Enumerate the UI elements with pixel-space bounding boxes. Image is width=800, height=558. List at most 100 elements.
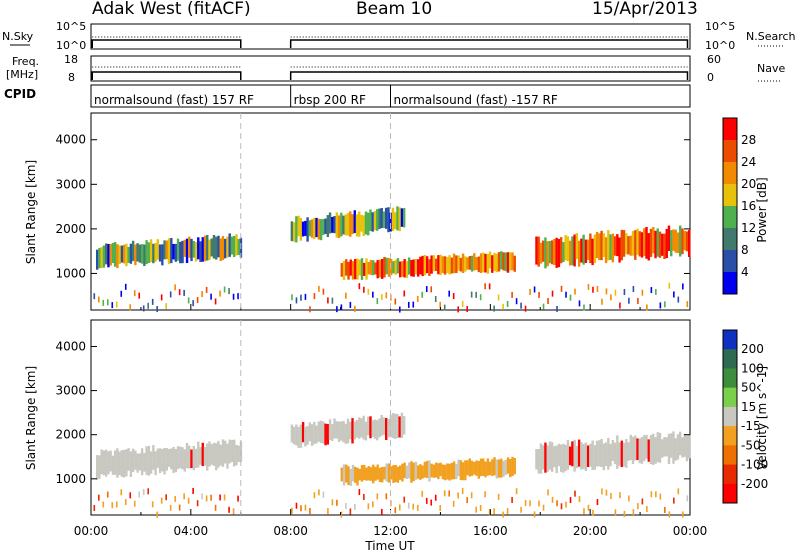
echo-column	[464, 256, 467, 272]
echo-column	[226, 236, 229, 258]
scatter-mark	[605, 489, 608, 496]
echo-column	[297, 426, 300, 448]
scatter-mark	[551, 290, 554, 297]
velocity-ylabel: Slant Range [km]	[24, 366, 38, 470]
scatter-mark	[646, 304, 648, 311]
scatter-mark	[210, 293, 212, 300]
scatter-mark	[457, 306, 459, 313]
echo-column	[363, 464, 366, 481]
echo-column	[398, 207, 401, 232]
scatter-mark	[529, 500, 531, 507]
echo-column	[683, 230, 686, 251]
echo-column	[432, 255, 436, 272]
echo-column	[611, 233, 615, 263]
echo-column	[383, 466, 386, 480]
echo-column	[319, 420, 323, 444]
echo-column	[634, 230, 637, 260]
echo-column	[535, 236, 538, 265]
echo-column	[190, 238, 193, 262]
echo-column	[398, 465, 402, 480]
cpid-segment-label: rbsp 200 RF	[294, 93, 366, 107]
echo-column	[337, 421, 341, 442]
scatter-mark	[309, 508, 311, 515]
y-tick-label: 2000	[55, 222, 86, 236]
power-heatmap	[93, 206, 691, 313]
echo-column	[564, 444, 567, 472]
nsky-line	[289, 39, 689, 48]
echo-column	[414, 461, 418, 480]
colorbar-tick-label: 100	[741, 361, 764, 375]
echo-column	[360, 258, 364, 280]
colorbar-swatch	[723, 483, 737, 504]
echo-column	[380, 208, 383, 229]
echo-column	[625, 233, 628, 255]
echo-column	[140, 244, 144, 264]
scatter-mark	[601, 488, 603, 495]
echo-column	[393, 413, 397, 440]
echo-column	[665, 437, 668, 457]
scatter-mark	[542, 504, 545, 511]
echo-column	[473, 461, 476, 475]
scatter-mark	[331, 297, 334, 304]
echo-column	[131, 448, 135, 473]
echo-column	[645, 227, 648, 259]
cpid-segment-label: normalsound (fast) 157 RF	[94, 93, 254, 107]
echo-column	[154, 243, 157, 262]
echo-column	[400, 208, 404, 227]
scatter-mark	[142, 305, 145, 312]
colorbar-tick-label: 16	[741, 199, 756, 213]
echo-column	[351, 214, 354, 235]
echo-column	[301, 422, 305, 443]
colorbar-swatch	[723, 140, 737, 163]
nsky-top-tick: 10^5	[56, 20, 86, 33]
echo-column	[430, 255, 433, 274]
scatter-mark	[628, 297, 630, 304]
scatter-mark	[102, 501, 105, 508]
scatter-mark	[416, 295, 419, 302]
echo-column	[609, 234, 612, 260]
echo-column	[604, 237, 608, 264]
echo-column	[158, 448, 162, 474]
echo-column	[457, 459, 460, 477]
echo-column	[315, 425, 318, 444]
echo-column	[365, 467, 368, 481]
scatter-mark	[147, 488, 150, 495]
echo-column	[421, 465, 424, 479]
echo-column	[369, 467, 373, 481]
echo-column	[387, 207, 390, 233]
echo-column	[315, 217, 318, 238]
echo-column	[654, 437, 657, 464]
scatter-mark	[291, 507, 293, 514]
colorbar-swatch	[723, 426, 737, 446]
echo-column	[629, 434, 633, 461]
scatter-mark	[385, 493, 388, 500]
scatter-mark	[479, 294, 482, 301]
echo-column	[185, 238, 189, 264]
scatter-mark	[452, 293, 455, 300]
scatter-mark	[187, 497, 190, 504]
scatter-mark	[569, 497, 572, 504]
colorbar-tick-label: 20	[741, 177, 756, 191]
echo-column	[290, 424, 294, 443]
echo-column	[455, 255, 458, 274]
scatter-mark	[556, 305, 558, 312]
nsky-label: N.Sky	[2, 30, 34, 43]
colorbar-swatch	[723, 406, 737, 427]
echo-column	[638, 231, 641, 257]
echo-column	[582, 444, 585, 469]
cpid-segment-label: normalsound (fast) -157 RF	[394, 93, 558, 107]
scatter-mark	[372, 501, 374, 508]
echo-column	[658, 432, 662, 463]
echo-column	[607, 230, 610, 261]
echo-column	[140, 448, 144, 476]
echo-column	[550, 442, 554, 472]
echo-column	[181, 447, 184, 470]
scatter-mark	[102, 299, 105, 306]
echo-column	[598, 440, 601, 467]
echo-column	[328, 212, 332, 234]
echo-column	[355, 420, 359, 438]
echo-column	[331, 216, 334, 233]
scatter-mark	[169, 291, 172, 298]
echo-column	[295, 424, 298, 446]
echo-column	[299, 424, 303, 448]
